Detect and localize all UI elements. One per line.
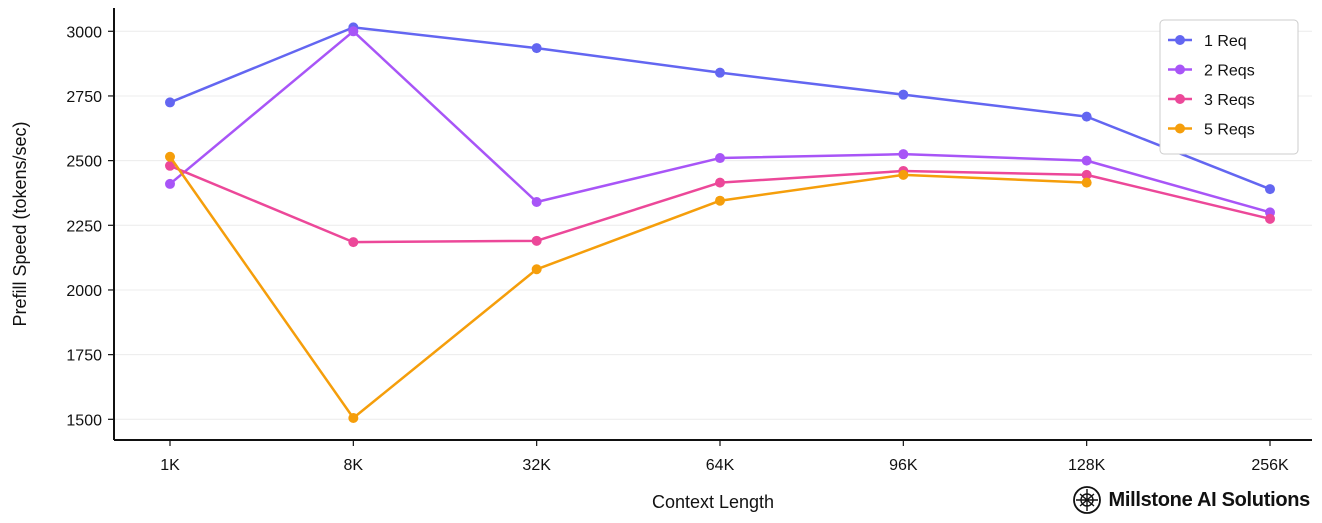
x-tick-label: 96K bbox=[889, 457, 918, 474]
data-point bbox=[531, 197, 542, 208]
y-tick-label: 1500 bbox=[66, 412, 102, 429]
y-tick-label: 2250 bbox=[66, 218, 102, 235]
data-point bbox=[715, 177, 725, 188]
brand-logo: Millstone AI Solutions bbox=[1072, 485, 1310, 515]
data-point bbox=[898, 169, 909, 180]
data-point bbox=[1265, 184, 1275, 195]
legend-item: 3 Reqs bbox=[1168, 92, 1255, 109]
data-point bbox=[531, 264, 542, 275]
legend-box bbox=[1159, 19, 1299, 155]
data-point bbox=[165, 178, 175, 189]
y-tick-label: 1750 bbox=[66, 348, 102, 365]
data-point bbox=[898, 149, 909, 160]
series-3-reqs bbox=[165, 160, 1275, 248]
y-axis-ticks: 1500 1750 2000 2250 2500 2750 3000 bbox=[66, 24, 114, 429]
data-point bbox=[531, 43, 542, 54]
series-group bbox=[165, 22, 1275, 424]
x-tick-label: 256K bbox=[1251, 457, 1289, 474]
data-point bbox=[898, 89, 909, 100]
data-point bbox=[348, 26, 359, 37]
legend-swatch-marker bbox=[1175, 64, 1185, 75]
axes bbox=[113, 8, 1312, 441]
data-point bbox=[165, 160, 175, 171]
grid-lines bbox=[114, 30, 1312, 420]
x-tick-label: 8K bbox=[344, 457, 364, 474]
data-point bbox=[531, 235, 542, 246]
x-tick-label: 128K bbox=[1068, 457, 1106, 474]
data-point bbox=[715, 153, 725, 164]
legend-item: 2 Reqs bbox=[1168, 63, 1255, 80]
legend-item: 1 Req bbox=[1168, 33, 1247, 50]
data-point bbox=[165, 97, 175, 108]
data-point bbox=[1081, 111, 1092, 122]
x-tick-label: 32K bbox=[522, 457, 551, 474]
data-point bbox=[715, 67, 725, 78]
data-point bbox=[1081, 177, 1092, 188]
data-point bbox=[348, 413, 359, 424]
data-point bbox=[1265, 213, 1275, 224]
legend-label: 5 Reqs bbox=[1204, 122, 1255, 139]
legend-label: 2 Reqs bbox=[1204, 63, 1255, 80]
legend-swatch-marker bbox=[1175, 94, 1185, 104]
y-tick-label: 2000 bbox=[66, 283, 102, 300]
y-tick-label: 3000 bbox=[66, 24, 102, 41]
y-tick-label: 2750 bbox=[66, 89, 102, 106]
y-tick-label: 2500 bbox=[66, 154, 102, 171]
millstone-logo-icon bbox=[1073, 486, 1102, 514]
x-axis-title: Context Length bbox=[652, 492, 774, 512]
series-line bbox=[168, 156, 1087, 420]
legend-label: 1 Req bbox=[1204, 33, 1247, 50]
legend-label: 3 Reqs bbox=[1204, 92, 1255, 109]
legend-swatch-marker bbox=[1175, 35, 1185, 45]
x-axis-ticks: 1K 8K 32K 64K 96K 128K 256K bbox=[160, 440, 1289, 474]
data-point bbox=[348, 237, 359, 248]
data-point bbox=[165, 151, 175, 162]
y-axis-title: Prefill Speed (tokens/sec) bbox=[10, 121, 30, 326]
legend-item: 5 Reqs bbox=[1168, 122, 1255, 139]
x-tick-label: 64K bbox=[706, 457, 735, 474]
brand-name: Millstone AI Solutions bbox=[1108, 488, 1310, 511]
series-2-reqs bbox=[165, 26, 1275, 218]
data-point bbox=[1081, 155, 1092, 166]
legend-swatch-marker bbox=[1175, 123, 1185, 134]
series-5-reqs bbox=[165, 151, 1092, 424]
x-tick-label: 1K bbox=[160, 457, 180, 474]
legend: 1 Req 2 Reqs 3 Reqs 5 Reqs bbox=[1159, 19, 1299, 155]
data-point bbox=[715, 195, 725, 206]
data-point bbox=[1081, 169, 1092, 180]
